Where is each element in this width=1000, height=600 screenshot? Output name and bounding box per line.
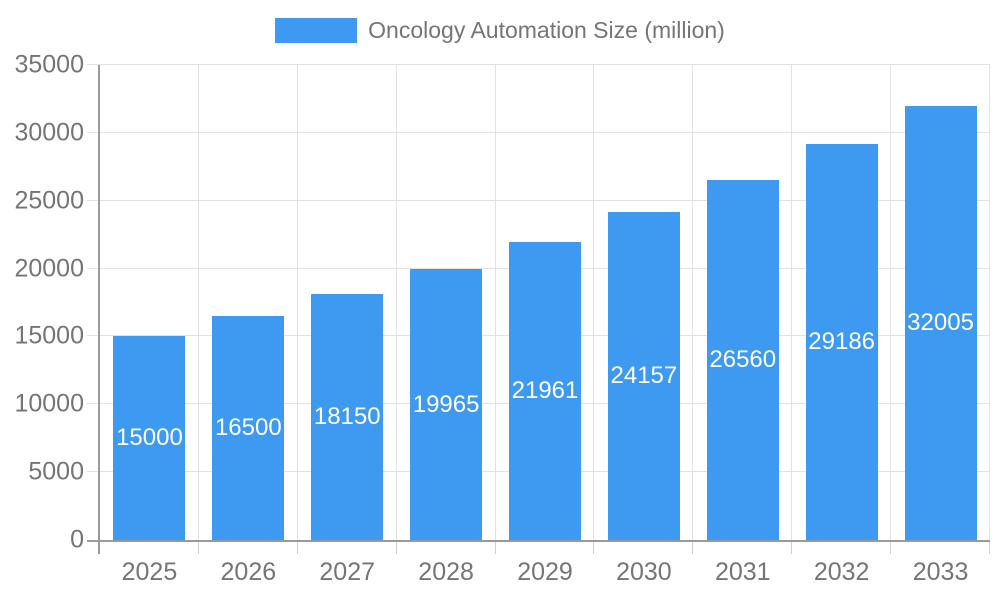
- v-gridline: [791, 65, 793, 540]
- x-tick-label: 2030: [616, 558, 672, 586]
- legend-swatch: [275, 18, 358, 43]
- x-tick-label: 2029: [517, 558, 573, 586]
- x-tick-mark: [197, 540, 199, 554]
- x-tick-label: 2028: [418, 558, 474, 586]
- bar: [607, 212, 680, 540]
- y-tick-mark: [87, 335, 100, 337]
- y-tick-mark: [87, 199, 100, 201]
- h-gridline: [100, 199, 990, 201]
- bar: [212, 316, 285, 540]
- bar: [311, 293, 384, 540]
- y-tick-label: 5000: [28, 457, 84, 486]
- bar-value-label: 15000: [116, 424, 183, 452]
- bar: [706, 179, 779, 540]
- x-tick-label: 2032: [813, 558, 870, 586]
- x-tick-mark: [989, 540, 990, 554]
- h-gridline: [100, 64, 990, 65]
- v-gridline: [890, 65, 892, 540]
- x-tick-mark: [593, 540, 595, 554]
- y-tick-label: 25000: [14, 186, 84, 215]
- bar-value-label: 29186: [808, 327, 876, 355]
- y-tick-label: 30000: [14, 118, 84, 147]
- h-gridline: [100, 131, 990, 133]
- y-tick-label: 10000: [14, 389, 84, 418]
- bar-value-label: 26560: [709, 345, 777, 373]
- bar-value-label: 32005: [907, 308, 974, 336]
- x-tick-mark: [791, 540, 793, 554]
- bar-value-label: 24157: [610, 362, 678, 390]
- v-gridline: [395, 65, 397, 540]
- x-tick-label: 2031: [714, 558, 771, 586]
- x-tick-mark: [395, 540, 397, 554]
- bar: [805, 143, 878, 540]
- x-tick-mark: [296, 540, 298, 554]
- bar: [410, 269, 483, 540]
- x-tick-mark: [890, 540, 892, 554]
- x-tick-mark: [692, 540, 694, 554]
- y-tick-label: 20000: [14, 254, 84, 283]
- y-tick-mark: [87, 471, 100, 473]
- y-tick-mark: [87, 131, 100, 133]
- x-tick-label: 2025: [121, 558, 178, 586]
- y-tick-mark: [87, 267, 100, 269]
- v-gridline: [989, 65, 990, 540]
- v-gridline: [593, 65, 595, 540]
- y-tick-mark: [87, 64, 100, 65]
- x-tick-label: 2026: [220, 558, 277, 586]
- bar-value-label: 18150: [313, 402, 381, 430]
- bar-value-label: 16500: [214, 414, 282, 442]
- y-tick-label: 35000: [14, 50, 84, 79]
- x-tick-label: 2027: [319, 558, 376, 586]
- bar: [904, 105, 977, 540]
- bar-value-label: 19965: [412, 390, 480, 418]
- x-tick-label: 2033: [912, 558, 969, 586]
- bar: [113, 336, 186, 540]
- v-gridline: [692, 65, 694, 540]
- y-tick-label: 0: [70, 525, 84, 554]
- bar: [509, 241, 581, 540]
- legend-label: Oncology Automation Size (million): [368, 17, 725, 43]
- y-tick-mark: [87, 403, 100, 405]
- v-gridline: [296, 65, 298, 540]
- legend: Oncology Automation Size (million): [0, 17, 1000, 44]
- x-axis-line: [87, 540, 990, 542]
- bar-value-label: 21961: [511, 376, 579, 404]
- y-tick-label: 15000: [14, 321, 84, 350]
- x-tick-mark: [494, 540, 496, 554]
- v-gridline: [494, 65, 496, 540]
- v-gridline: [197, 65, 199, 540]
- y-axis-line: [98, 65, 100, 554]
